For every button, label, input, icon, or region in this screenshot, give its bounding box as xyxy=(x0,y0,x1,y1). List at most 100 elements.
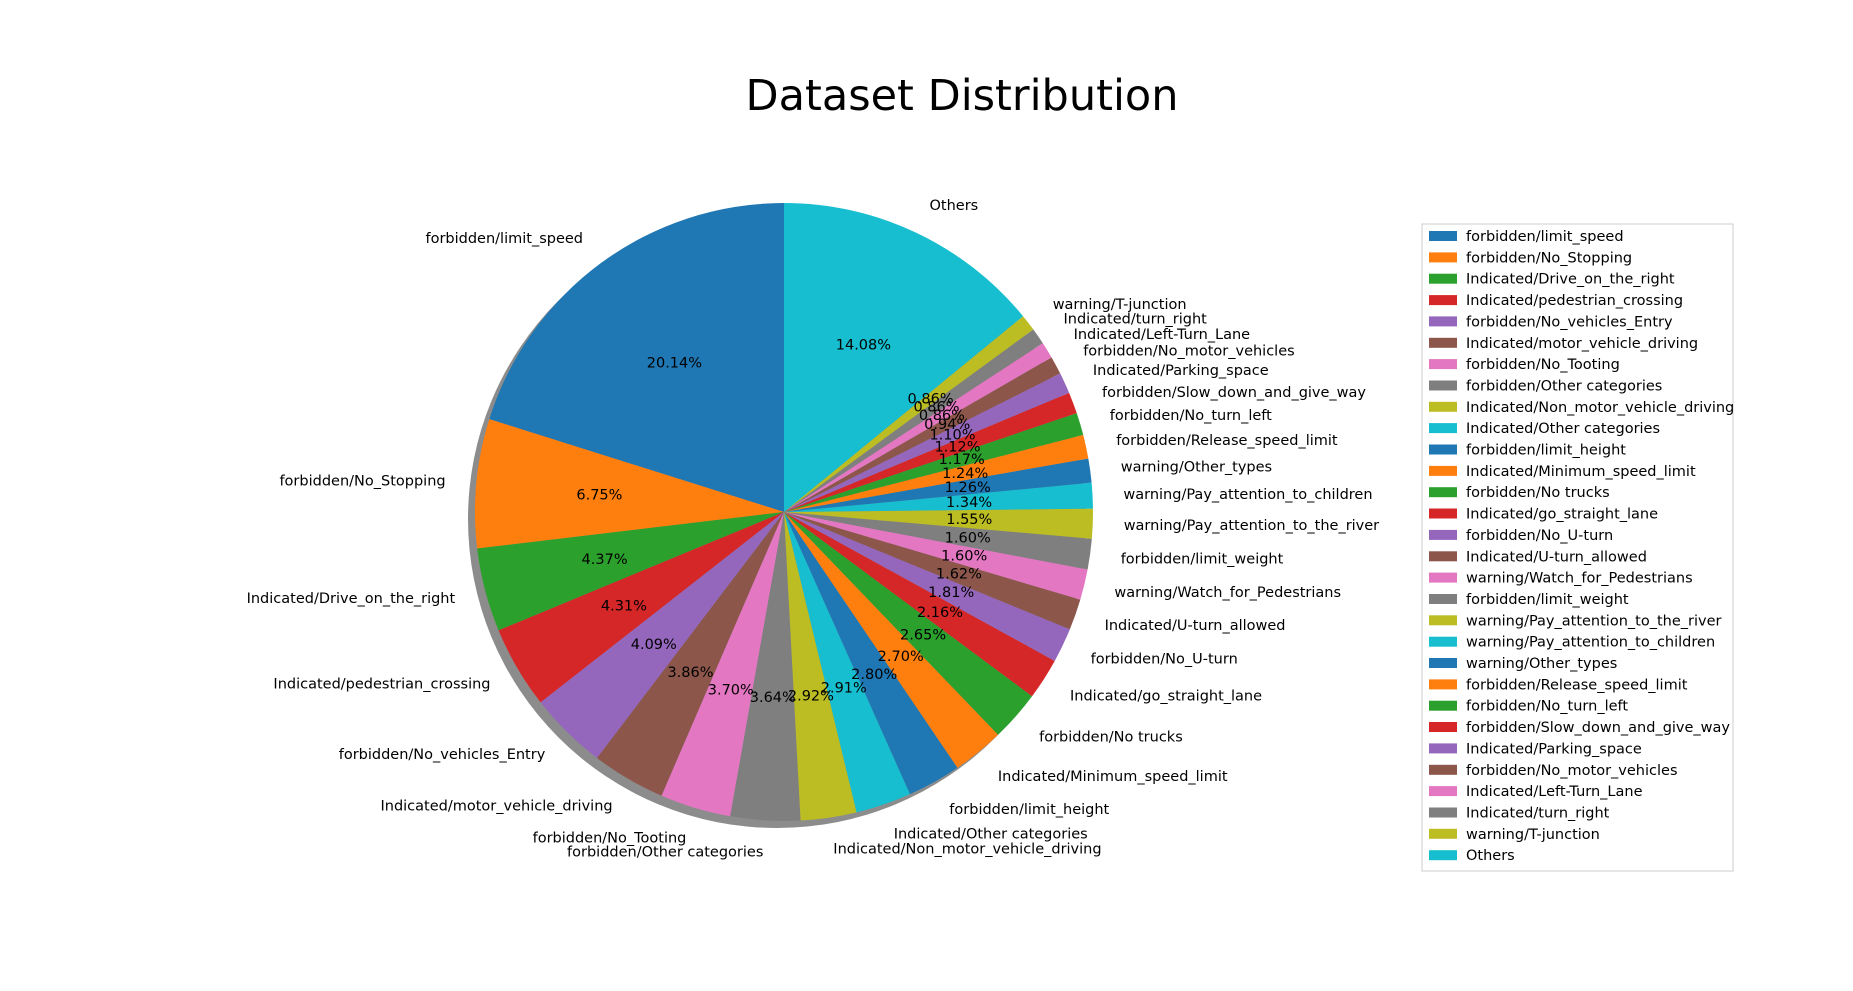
legend-swatch xyxy=(1429,359,1457,370)
pie-percentage-label: 2.80% xyxy=(851,667,897,683)
legend-entry-label: warning/Other_types xyxy=(1466,656,1617,672)
legend-entry-label: forbidden/No_U-turn xyxy=(1466,528,1613,544)
legend-entry-label: Others xyxy=(1466,848,1515,864)
pie-outer-label: forbidden/No_U-turn xyxy=(1091,652,1238,668)
pie-percentage-label: 1.60% xyxy=(941,549,987,565)
legend-entry-label: forbidden/Slow_down_and_give_way xyxy=(1466,720,1730,736)
pie-percentage-label: 0.86% xyxy=(913,400,959,416)
legend-entry-label: Indicated/pedestrian_crossing xyxy=(1466,293,1683,309)
legend-entry-label: Indicated/motor_vehicle_driving xyxy=(1466,336,1698,352)
pie-percentage-label: 2.65% xyxy=(900,628,946,644)
legend-swatch xyxy=(1429,658,1457,668)
legend-entry-label: Indicated/Left-Turn_Lane xyxy=(1466,784,1643,800)
pie-outer-label: forbidden/Release_speed_limit xyxy=(1116,433,1338,449)
pie-percentage-label: 0.94% xyxy=(924,417,970,433)
legend-entry-label: forbidden/No_Stopping xyxy=(1466,250,1632,266)
pie-slice-indicated-other-categories xyxy=(784,512,910,813)
pie-slice-warning-watch-for-pedestrians xyxy=(784,512,1088,600)
legend-swatch xyxy=(1429,828,1457,839)
pie-slice-forbidden-limit-weight xyxy=(784,512,1092,570)
legend-swatch xyxy=(1429,786,1457,797)
pie-outer-label: Indicated/Other categories xyxy=(894,827,1088,843)
pie-outer-label: forbidden/No_Tooting xyxy=(533,831,687,847)
legend-swatch xyxy=(1429,529,1457,540)
legend-entry-label: forbidden/Release_speed_limit xyxy=(1466,677,1688,693)
pie-slice-warning-pay-attention-to-children xyxy=(784,482,1093,512)
legend-entry-label: forbidden/limit_height xyxy=(1466,443,1626,459)
legend-entry-label: Indicated/Parking_space xyxy=(1466,741,1642,757)
legend-entry-label: forbidden/No trucks xyxy=(1466,485,1610,501)
pie-percentage-label: 20.14% xyxy=(647,356,702,372)
pie-percentage-label: 4.09% xyxy=(631,637,677,653)
legend-swatch xyxy=(1429,594,1457,604)
chart-title: Dataset Distribution xyxy=(746,71,1179,121)
legend-swatch xyxy=(1429,615,1457,626)
pie-outer-label: Indicated/go_straight_lane xyxy=(1070,689,1262,705)
pie-slice-forbidden-limit-speed xyxy=(489,203,784,512)
pie-slice-forbidden-other-categories xyxy=(730,512,801,821)
pie-slice-forbidden-no-turn-left xyxy=(784,413,1084,512)
pie-slices xyxy=(475,202,1093,821)
pie-slice-indicated-motor-vehicle-driving xyxy=(597,512,784,796)
legend-swatch xyxy=(1429,337,1457,348)
pie-outer-label: forbidden/limit_weight xyxy=(1121,551,1284,567)
pie-percentage-label: 2.91% xyxy=(821,681,867,697)
pie-percentage-label: 0.86% xyxy=(908,391,954,407)
pie-slice-indicated-non-motor-vehicle-driving xyxy=(784,512,857,821)
pie-outer-label: Indicated/Left-Turn_Lane xyxy=(1074,327,1251,343)
pie-slice-forbidden-no-trucks xyxy=(784,512,1033,735)
pie-slice-indicated-go-straight-lane xyxy=(784,512,1055,697)
pie-slice-indicated-pedestrian-crossing xyxy=(498,512,784,703)
pie-percentage-label: 6.75% xyxy=(576,488,622,504)
pie-percentage-label: 0.86% xyxy=(919,408,965,424)
legend-swatch xyxy=(1429,295,1457,306)
legend-swatch xyxy=(1429,679,1457,690)
pie-slice-warning-t-junction xyxy=(784,316,1034,512)
legend-swatch xyxy=(1429,273,1457,284)
pie-slice-indicated-minimum-speed-limit xyxy=(784,512,999,768)
pie-slice-forbidden-slow-down-and-give-way xyxy=(784,392,1077,512)
pie-outer-label: warning/Other_types xyxy=(1121,459,1272,475)
pie-percentage-label: 1.34% xyxy=(946,495,992,511)
legend-swatch xyxy=(1429,572,1457,583)
pie-percentage-label: 2.16% xyxy=(917,605,963,621)
legend-swatch xyxy=(1429,807,1457,818)
pie-slice-forbidden-no-vehicles-entry xyxy=(540,512,784,758)
legend-swatch xyxy=(1429,423,1457,434)
pie-outer-label: forbidden/No_Stopping xyxy=(279,473,445,489)
legend-entry-label: Indicated/Minimum_speed_limit xyxy=(1466,464,1696,480)
legend-swatch xyxy=(1429,444,1457,455)
pie-slice-forbidden-no-motor-vehicles xyxy=(784,357,1061,512)
legend-entry-label: Indicated/turn_right xyxy=(1466,806,1610,822)
pie-slice-indicated-parking-space xyxy=(784,373,1070,512)
pie-percentage-label: 1.24% xyxy=(942,466,988,482)
pie-percentage-label: 4.37% xyxy=(582,552,628,568)
pie-outer-label: forbidden/limit_speed xyxy=(425,231,583,247)
pie-outer-label: forbidden/No trucks xyxy=(1039,730,1183,746)
pie-outer-label: forbidden/No_motor_vehicles xyxy=(1083,344,1295,360)
pie-percentage-label: 3.86% xyxy=(667,665,713,681)
pie-percentage-label: 3.70% xyxy=(708,683,754,699)
pie-outer-label: Indicated/pedestrian_crossing xyxy=(273,676,490,692)
pie-outer-label: Others xyxy=(930,198,979,214)
pie-slice-others xyxy=(784,202,1024,512)
legend-entry-label: Indicated/Other categories xyxy=(1466,421,1660,437)
pie-outer-label: Indicated/turn_right xyxy=(1064,312,1208,328)
pie-percentage-label: 1.55% xyxy=(946,512,992,528)
pie-outer-label: forbidden/No_turn_left xyxy=(1110,408,1272,424)
legend-frame xyxy=(1421,223,1734,872)
pie-percentage-label: 2.70% xyxy=(878,649,924,665)
pie-percentage-label: 1.12% xyxy=(934,440,980,456)
pie-slice-indicated-u-turn-allowed xyxy=(784,512,1081,630)
legend-swatch xyxy=(1429,231,1457,241)
pie-outer-label: Indicated/motor_vehicle_driving xyxy=(380,799,612,815)
pie-outer-label: Indicated/Non_motor_vehicle_driving xyxy=(833,841,1101,857)
pie-outer-label: Indicated/U-turn_allowed xyxy=(1105,618,1286,634)
legend-swatch xyxy=(1429,380,1457,391)
pie-percentage-label: 14.08% xyxy=(836,337,891,353)
legend-entry-label: Indicated/Non_motor_vehicle_driving xyxy=(1466,400,1734,416)
pie-outer-label: warning/Pay_attention_to_the_river xyxy=(1124,518,1379,534)
pie-outer-label: forbidden/limit_height xyxy=(949,802,1109,818)
legend-swatch xyxy=(1429,722,1457,732)
